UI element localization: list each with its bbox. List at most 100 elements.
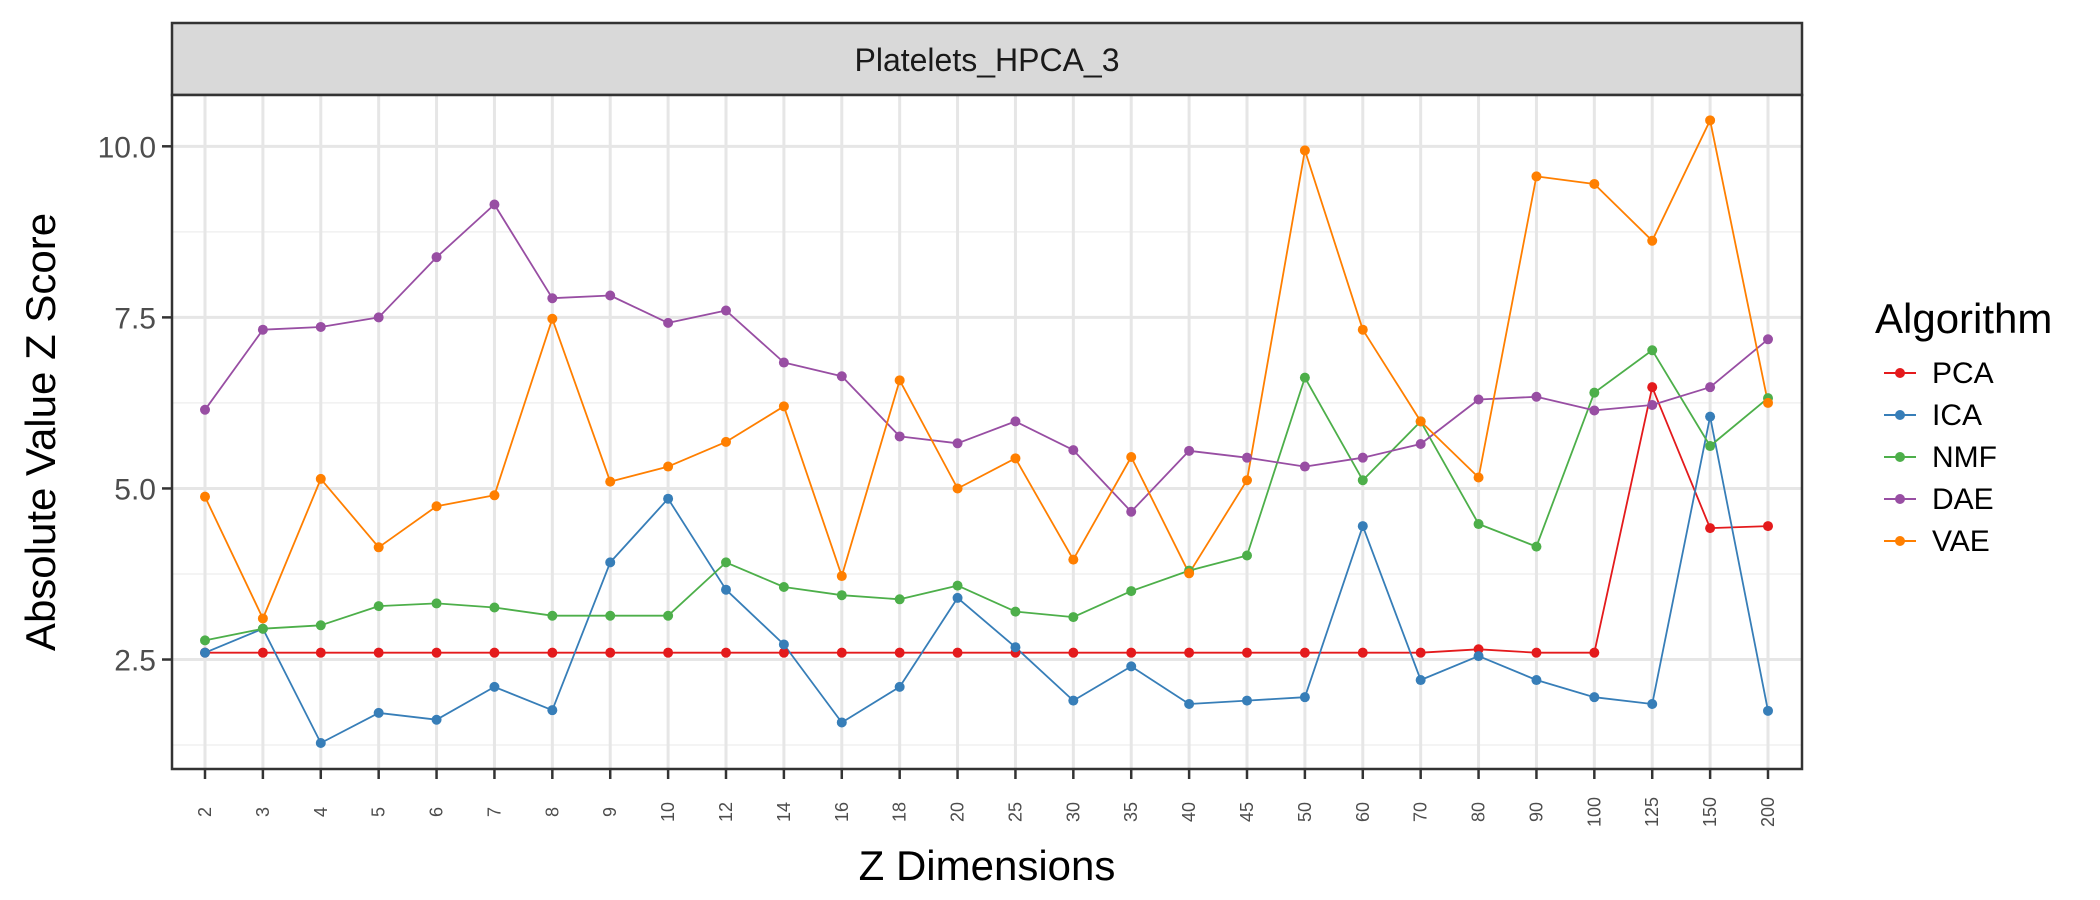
legend-key-point bbox=[1895, 536, 1905, 546]
data-point-nmf bbox=[373, 601, 384, 612]
data-point-pca bbox=[1357, 647, 1368, 658]
data-point-ica bbox=[1589, 692, 1600, 703]
data-point-pca bbox=[489, 647, 500, 658]
series-line-ica bbox=[204, 415, 1769, 744]
data-point-ica bbox=[1647, 698, 1658, 709]
data-point-vae bbox=[1473, 472, 1484, 483]
data-point-vae bbox=[1647, 235, 1658, 246]
data-point-pca bbox=[1184, 647, 1195, 658]
data-point-ica bbox=[200, 647, 210, 658]
y-tick-label: 10.0 bbox=[98, 131, 156, 164]
data-point-pca bbox=[836, 647, 847, 658]
series-line-nmf bbox=[204, 349, 1769, 642]
data-point-dae bbox=[1705, 382, 1716, 393]
legend-item-pca: PCA bbox=[1884, 357, 1994, 390]
data-point-vae bbox=[1242, 475, 1252, 486]
data-point-nmf bbox=[431, 598, 442, 609]
data-point-vae bbox=[1126, 451, 1137, 462]
data-point-ica bbox=[778, 639, 789, 650]
series-lines bbox=[204, 119, 1769, 744]
data-point-vae bbox=[1068, 554, 1079, 565]
data-point-ica bbox=[663, 493, 674, 504]
x-axis-title: Z Dimensions bbox=[859, 842, 1116, 889]
data-point-vae bbox=[952, 483, 963, 494]
data-point-pca bbox=[894, 647, 905, 658]
data-point-pca bbox=[721, 647, 731, 658]
data-point-ica bbox=[489, 681, 500, 692]
data-point-vae bbox=[200, 491, 210, 502]
data-point-dae bbox=[489, 199, 500, 210]
data-point-nmf bbox=[315, 620, 326, 631]
data-point-nmf bbox=[257, 623, 268, 634]
data-point-ica bbox=[1010, 642, 1021, 653]
data-point-ica bbox=[894, 681, 905, 692]
data-point-dae bbox=[1010, 416, 1021, 427]
data-point-pca bbox=[257, 647, 268, 658]
x-tick-label: 3 bbox=[253, 807, 273, 817]
data-point-dae bbox=[778, 357, 789, 368]
data-point-ica bbox=[431, 714, 442, 725]
data-point-pca bbox=[547, 647, 558, 658]
data-point-dae bbox=[836, 371, 847, 382]
data-point-vae bbox=[1357, 324, 1368, 335]
data-point-nmf bbox=[663, 610, 674, 621]
data-point-dae bbox=[1763, 334, 1773, 345]
data-point-pca bbox=[373, 647, 384, 658]
data-point-pca bbox=[1473, 644, 1484, 655]
data-point-dae bbox=[1068, 445, 1079, 456]
grid-major bbox=[172, 95, 1802, 769]
data-point-nmf bbox=[1589, 387, 1600, 398]
data-point-pca bbox=[1705, 523, 1716, 534]
data-point-ica bbox=[547, 705, 558, 716]
x-tick-label: 30 bbox=[1063, 802, 1083, 822]
data-point-vae bbox=[605, 476, 616, 487]
data-point-vae bbox=[257, 613, 268, 624]
x-tick-label: 200 bbox=[1758, 797, 1778, 827]
data-point-nmf bbox=[836, 590, 847, 601]
facet-strip bbox=[170, 21, 1804, 97]
data-point-pca bbox=[315, 647, 326, 658]
x-tick-label: 80 bbox=[1469, 802, 1489, 822]
data-point-nmf bbox=[1473, 519, 1484, 530]
data-point-ica bbox=[1763, 705, 1773, 716]
legend-item-dae: DAE bbox=[1884, 483, 1994, 516]
data-point-vae bbox=[1763, 397, 1773, 408]
data-point-ica bbox=[1357, 521, 1368, 532]
data-point-dae bbox=[547, 293, 558, 304]
data-point-nmf bbox=[1126, 586, 1137, 597]
data-point-pca bbox=[1299, 647, 1310, 658]
data-point-vae bbox=[836, 571, 847, 582]
series-line-dae bbox=[204, 203, 1769, 513]
data-point-ica bbox=[1068, 695, 1079, 706]
data-point-nmf bbox=[489, 602, 500, 613]
series-line-vae bbox=[204, 119, 1769, 620]
data-point-ica bbox=[315, 737, 326, 748]
data-point-ica bbox=[1415, 675, 1426, 686]
data-point-ica bbox=[1299, 692, 1310, 703]
x-tick-label: 5 bbox=[369, 807, 389, 817]
data-point-pca bbox=[431, 647, 442, 658]
x-tick-label: 10 bbox=[658, 802, 678, 822]
x-tick-label: 90 bbox=[1526, 802, 1546, 822]
x-tick-label: 50 bbox=[1295, 802, 1315, 822]
data-point-nmf bbox=[1357, 475, 1368, 486]
data-point-dae bbox=[1473, 394, 1484, 405]
data-point-ica bbox=[373, 707, 384, 718]
x-tick-label: 9 bbox=[600, 807, 620, 817]
x-axis: 2 3 4 5 6 7 8 9 10 12 14 16 18 20 25 30 35 40 45 50 60 70 80 90… bbox=[195, 769, 1778, 827]
y-tick-label: 7.5 bbox=[114, 302, 156, 335]
data-point-nmf bbox=[1647, 345, 1658, 356]
data-point-dae bbox=[1647, 399, 1658, 410]
data-point-vae bbox=[547, 313, 558, 324]
data-point-vae bbox=[1184, 568, 1195, 579]
data-point-ica bbox=[1126, 661, 1137, 672]
data-point-dae bbox=[315, 321, 326, 332]
x-tick-label: 6 bbox=[427, 807, 447, 817]
x-tick-label: 14 bbox=[774, 802, 794, 822]
data-point-nmf bbox=[1242, 550, 1252, 561]
legend-item-vae: VAE bbox=[1884, 525, 1990, 558]
x-tick-label: 60 bbox=[1353, 802, 1373, 822]
x-tick-label: 45 bbox=[1237, 802, 1257, 822]
legend-key-point bbox=[1895, 368, 1905, 378]
data-point-ica bbox=[1184, 698, 1195, 709]
